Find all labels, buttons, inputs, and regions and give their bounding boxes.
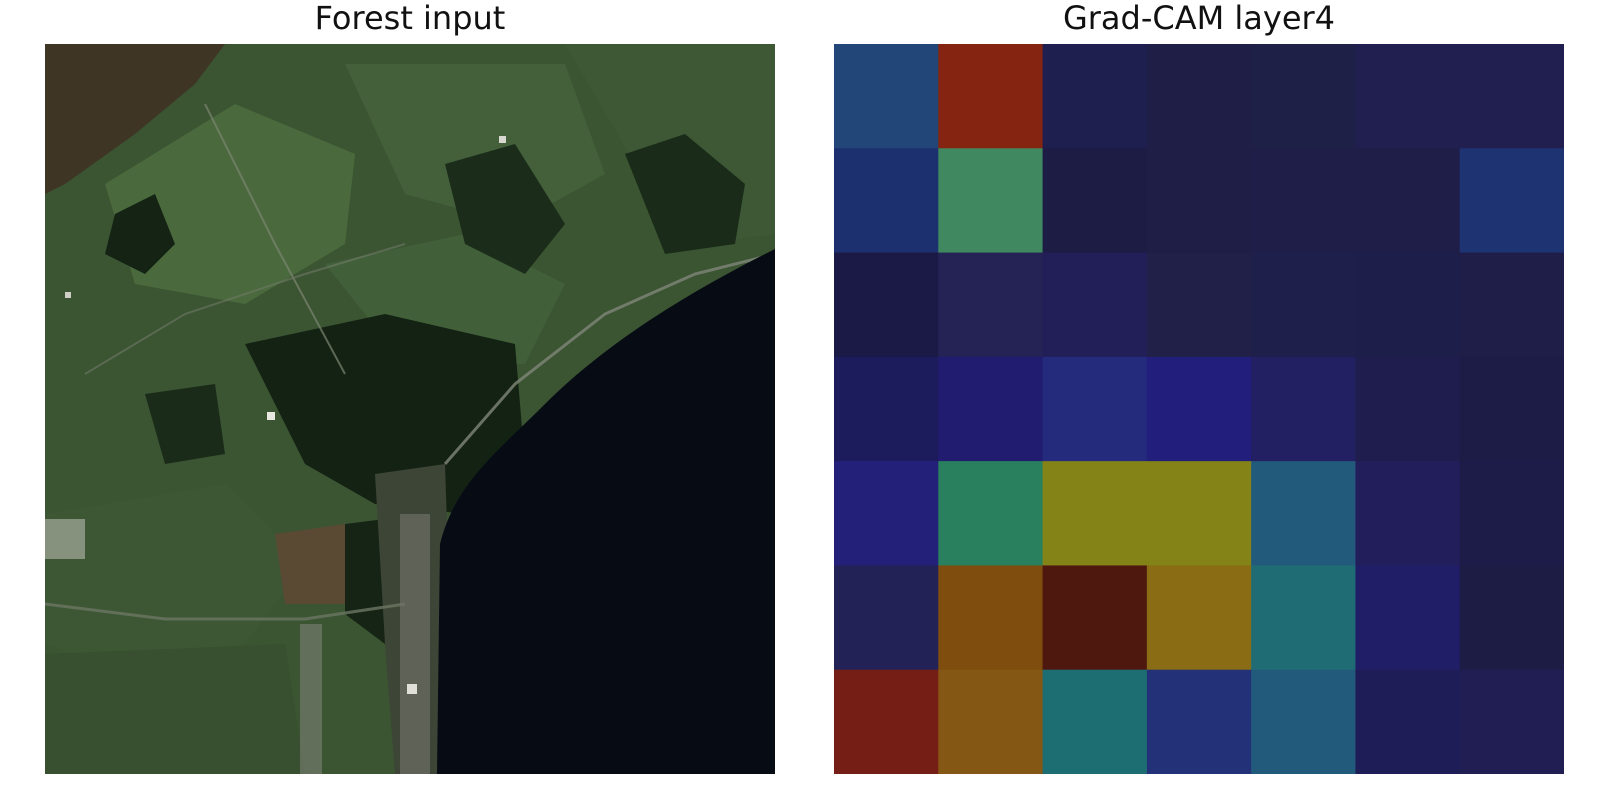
heatmap-cell-r6-c4 bbox=[1251, 669, 1356, 774]
heatmap-cell-r6-c0 bbox=[834, 669, 939, 774]
heatmap-cell-r6-c3 bbox=[1146, 669, 1252, 774]
heatmap-cell-r2-c3 bbox=[1146, 252, 1252, 358]
heatmap-cell-r3-c5 bbox=[1355, 356, 1461, 462]
satellite-image bbox=[45, 44, 775, 774]
coastal-road bbox=[443, 252, 775, 465]
heatmap-cell-r1-c6 bbox=[1459, 148, 1564, 254]
heatmap-cell-r5-c5 bbox=[1355, 565, 1461, 671]
heatmap-cell-r6-c2 bbox=[1042, 669, 1148, 774]
forest-patch-e bbox=[625, 134, 745, 254]
town-buildings-2 bbox=[300, 624, 322, 774]
heatmap-cell-r2-c6 bbox=[1459, 252, 1564, 358]
heatmap-cell-r5-c3 bbox=[1146, 565, 1252, 671]
forest-center bbox=[245, 314, 525, 514]
heatmap-cell-r2-c1 bbox=[938, 252, 1044, 358]
heatmap-cell-r3-c4 bbox=[1251, 356, 1356, 462]
heatmap-cell-r1-c0 bbox=[834, 148, 939, 254]
heatmap-cell-r4-c2 bbox=[1042, 461, 1148, 566]
bright-building-a bbox=[267, 412, 275, 420]
heatmap-grid bbox=[834, 44, 1564, 774]
heatmap-cell-r3-c3 bbox=[1146, 356, 1252, 462]
town-buildings bbox=[400, 514, 430, 774]
field-bottom-left bbox=[45, 644, 305, 774]
heatmap-cell-r4-c1 bbox=[938, 461, 1044, 566]
buildings-left bbox=[45, 519, 85, 559]
bright-building-c bbox=[65, 292, 71, 298]
heatmap-cell-r0-c4 bbox=[1251, 44, 1356, 149]
heatmap-cell-r0-c2 bbox=[1042, 44, 1148, 149]
heatmap-cell-r3-c2 bbox=[1042, 356, 1148, 462]
gradcam-heatmap bbox=[834, 44, 1564, 774]
heatmap-cell-r2-c0 bbox=[834, 252, 939, 358]
heatmap-cell-r5-c0 bbox=[834, 565, 939, 671]
heatmap-cell-r0-c3 bbox=[1146, 44, 1252, 149]
heatmap-cell-r0-c5 bbox=[1355, 44, 1461, 149]
heatmap-cell-r5-c4 bbox=[1251, 565, 1356, 671]
road-c bbox=[84, 243, 406, 375]
heatmap-cell-r5-c2 bbox=[1042, 565, 1148, 671]
heatmap-cell-r5-c6 bbox=[1459, 565, 1564, 671]
bare-field-lower bbox=[275, 524, 345, 604]
heatmap-cell-r6-c6 bbox=[1459, 669, 1564, 774]
heatmap-cell-r2-c2 bbox=[1042, 252, 1148, 358]
heatmap-cell-r4-c3 bbox=[1146, 461, 1252, 566]
forest-patch-a bbox=[445, 144, 565, 274]
road-b bbox=[204, 103, 346, 375]
forest-patch-c bbox=[145, 384, 225, 464]
left-panel-title: Forest input bbox=[314, 0, 506, 37]
heatmap-cell-r4-c0 bbox=[834, 461, 939, 566]
heatmap-cell-r6-c5 bbox=[1355, 669, 1461, 774]
forest-patch-b bbox=[105, 194, 175, 274]
heatmap-cell-r5-c1 bbox=[938, 565, 1044, 671]
heatmap-cell-r0-c6 bbox=[1459, 44, 1564, 149]
sea bbox=[437, 249, 775, 774]
heatmap-cell-r4-c5 bbox=[1355, 461, 1461, 566]
field-upper bbox=[105, 104, 355, 304]
bare-field-top-left bbox=[45, 44, 225, 194]
bright-building-b bbox=[499, 136, 506, 143]
road-a bbox=[45, 602, 406, 621]
heatmap-cell-r0-c1 bbox=[938, 44, 1044, 149]
heatmap-cell-r1-c1 bbox=[938, 148, 1044, 254]
heatmap-cell-r2-c5 bbox=[1355, 252, 1461, 358]
heatmap-cell-r1-c5 bbox=[1355, 148, 1461, 254]
heatmap-cell-r0-c0 bbox=[834, 44, 939, 149]
bright-building-d bbox=[407, 684, 417, 694]
heatmap-cell-r1-c2 bbox=[1042, 148, 1148, 254]
heatmap-cell-r2-c4 bbox=[1251, 252, 1356, 358]
forest-input-image bbox=[45, 44, 775, 774]
right-panel-title: Grad-CAM layer4 bbox=[1062, 0, 1336, 37]
heatmap-cell-r3-c0 bbox=[834, 356, 939, 462]
heatmap-cell-r1-c3 bbox=[1146, 148, 1252, 254]
heatmap-cell-r4-c4 bbox=[1251, 461, 1356, 566]
heatmap-cell-r4-c6 bbox=[1459, 461, 1564, 566]
heatmap-cell-r1-c4 bbox=[1251, 148, 1356, 254]
heatmap-cell-r6-c1 bbox=[938, 669, 1044, 774]
heatmap-cell-r3-c6 bbox=[1459, 356, 1564, 462]
heatmap-cell-r3-c1 bbox=[938, 356, 1044, 462]
